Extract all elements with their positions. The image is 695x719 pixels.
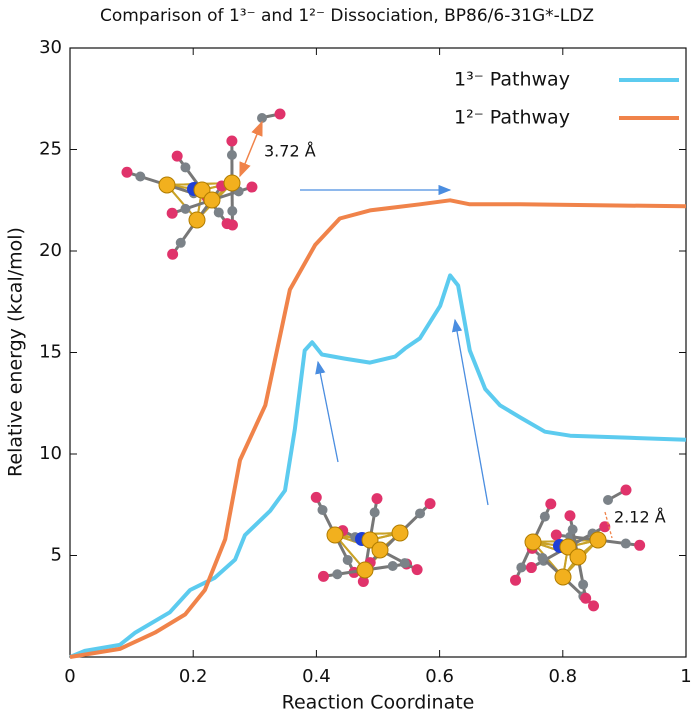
atom xyxy=(634,540,645,551)
plot-frame xyxy=(70,48,686,657)
atom xyxy=(570,549,586,565)
x-tick-label: 0.4 xyxy=(302,666,331,687)
atom xyxy=(246,182,257,193)
atom xyxy=(510,575,521,586)
legend-label: 1²⁻ Pathway xyxy=(454,107,570,129)
x-tick-label: 0 xyxy=(64,666,75,687)
annotation: 2.12 Å xyxy=(614,508,666,527)
atom xyxy=(555,569,571,585)
atom xyxy=(516,562,526,572)
y-tick-label: 10 xyxy=(39,443,62,464)
atom xyxy=(357,562,373,578)
atom xyxy=(227,150,237,160)
atom xyxy=(327,527,343,543)
atom xyxy=(545,498,556,509)
atom xyxy=(343,555,353,565)
atom xyxy=(176,238,186,248)
atom xyxy=(415,508,425,518)
atom xyxy=(551,530,562,541)
molecule xyxy=(121,136,257,260)
atom xyxy=(180,204,190,214)
arrow xyxy=(318,362,338,462)
atom xyxy=(388,561,398,571)
atom xyxy=(227,219,238,230)
atom xyxy=(540,512,550,522)
atom xyxy=(204,192,220,208)
atom xyxy=(167,249,178,260)
atom xyxy=(121,167,132,178)
x-axis-label: Reaction Coordinate xyxy=(282,692,475,714)
x-tick-label: 0.8 xyxy=(548,666,577,687)
line xyxy=(70,200,686,657)
atom xyxy=(537,553,547,563)
atom xyxy=(590,532,606,548)
atom xyxy=(167,208,178,219)
atom xyxy=(332,569,342,579)
arrow xyxy=(455,320,488,505)
atom xyxy=(226,136,237,147)
atom xyxy=(135,172,145,182)
atom xyxy=(172,151,183,162)
atom xyxy=(257,113,267,123)
x-tick-label: 0.6 xyxy=(425,666,454,687)
atom xyxy=(214,207,224,217)
y-tick-label: 30 xyxy=(39,37,62,58)
atom xyxy=(603,495,613,505)
y-tick-label: 15 xyxy=(39,342,62,363)
x-tick-label: 0.2 xyxy=(179,666,208,687)
atom xyxy=(568,525,578,535)
atom xyxy=(372,493,383,504)
atom xyxy=(564,510,575,521)
atom xyxy=(311,492,322,503)
atom xyxy=(275,109,286,120)
legend-label: 1³⁻ Pathway xyxy=(454,69,570,91)
atom xyxy=(425,498,436,509)
atom xyxy=(370,507,380,517)
y-tick-label: 20 xyxy=(39,240,62,261)
atom xyxy=(578,580,588,590)
y-tick-label: 25 xyxy=(39,139,62,160)
distance-arrow xyxy=(240,122,262,176)
chart-title: Comparison of 1³⁻ and 1²⁻ Dissociation, … xyxy=(100,6,594,26)
atom xyxy=(227,206,237,216)
atom xyxy=(159,177,175,193)
y-tick-label: 5 xyxy=(51,545,62,566)
molecule xyxy=(311,492,436,587)
atom xyxy=(189,212,205,228)
atom xyxy=(372,542,388,558)
atom xyxy=(621,485,632,496)
atom xyxy=(392,525,408,541)
atom xyxy=(412,564,423,575)
atom xyxy=(400,558,410,568)
x-tick-label: 1 xyxy=(680,666,691,687)
atom xyxy=(525,534,541,550)
atom xyxy=(318,505,328,515)
y-axis-label: Relative energy (kcal/mol) xyxy=(5,227,27,477)
atom xyxy=(580,593,591,604)
annotation: 3.72 Å xyxy=(264,142,316,161)
line xyxy=(70,275,686,657)
atom xyxy=(224,175,240,191)
atom xyxy=(180,162,190,172)
atom xyxy=(621,539,631,549)
atom xyxy=(526,562,537,573)
atom xyxy=(318,571,329,582)
